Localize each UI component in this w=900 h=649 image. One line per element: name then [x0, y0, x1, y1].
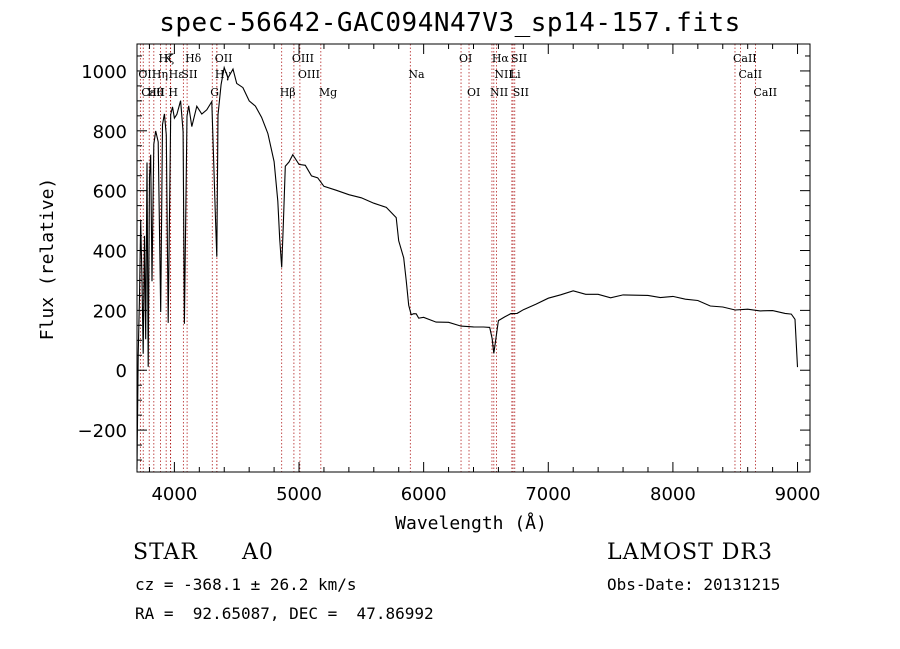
y-axis-ticks: −200 0 200 400 600 800 1000	[78, 55, 810, 461]
x-tick-label: 8000	[650, 484, 696, 505]
line-markers	[139, 44, 756, 472]
coordinates: RA = 92.65087, DEC = 47.86992	[135, 604, 434, 623]
observation-date: Obs-Date: 20131215	[607, 575, 781, 594]
line-label: G	[210, 86, 219, 99]
line-label: CaII	[141, 86, 165, 99]
line-label: Hθ	[147, 86, 164, 99]
y-tick-label: 600	[93, 182, 127, 203]
object-subclass: A0	[242, 540, 274, 565]
line-label: SII	[181, 68, 197, 81]
y-axis-label: Flux (relative)	[37, 178, 58, 341]
line-label: H	[168, 86, 178, 99]
y-tick-label: −200	[78, 421, 127, 442]
line-label: Hη	[152, 68, 168, 81]
x-tick-label: 9000	[775, 484, 821, 505]
line-label: K	[164, 52, 173, 65]
line-label: Hζ	[159, 52, 175, 65]
line-label: Mg	[319, 86, 337, 99]
line-label: SII	[511, 52, 527, 65]
line-label: NII	[490, 86, 508, 99]
line-label: OIII	[292, 52, 314, 65]
line-label: CaII	[753, 86, 777, 99]
survey-name: LAMOST DR3	[607, 540, 773, 565]
line-label: OIII	[298, 68, 320, 81]
spectrum-line	[136, 65, 799, 470]
line-label: Na	[408, 68, 425, 81]
y-tick-label: 400	[93, 242, 127, 263]
line-label: CaII	[738, 68, 762, 81]
x-axis-label: Wavelength (Å)	[395, 512, 547, 534]
line-label: NII	[494, 68, 512, 81]
line-label: Hδ	[185, 52, 202, 65]
x-tick-label: 4000	[151, 484, 197, 505]
line-label: SII	[513, 86, 529, 99]
x-tick-label: 6000	[401, 484, 447, 505]
line-label: OI	[459, 52, 472, 65]
object-class: STAR	[133, 540, 198, 565]
line-label: Hβ	[280, 86, 296, 99]
axes-frame	[136, 43, 811, 473]
x-tick-label: 5000	[276, 484, 322, 505]
redshift-value: cz = -368.1 ± 26.2 km/s	[135, 575, 357, 594]
y-tick-label: 1000	[81, 62, 127, 83]
y-tick-label: 800	[93, 122, 127, 143]
line-label: Li	[510, 68, 521, 81]
x-tick-label: 7000	[525, 484, 571, 505]
line-label: CaII	[733, 52, 757, 65]
y-tick-label: 0	[116, 361, 127, 382]
chart-title: spec-56642-GAC094N47V3_sp14-157.fits	[159, 8, 741, 38]
x-axis-ticks: 4000 5000 6000 7000 8000 9000	[148, 44, 821, 505]
line-label: OII	[215, 52, 233, 65]
line-label: Hε	[169, 68, 185, 81]
y-tick-label: 200	[93, 301, 127, 322]
line-label: OI	[467, 86, 480, 99]
line-label: Hα	[492, 52, 510, 65]
